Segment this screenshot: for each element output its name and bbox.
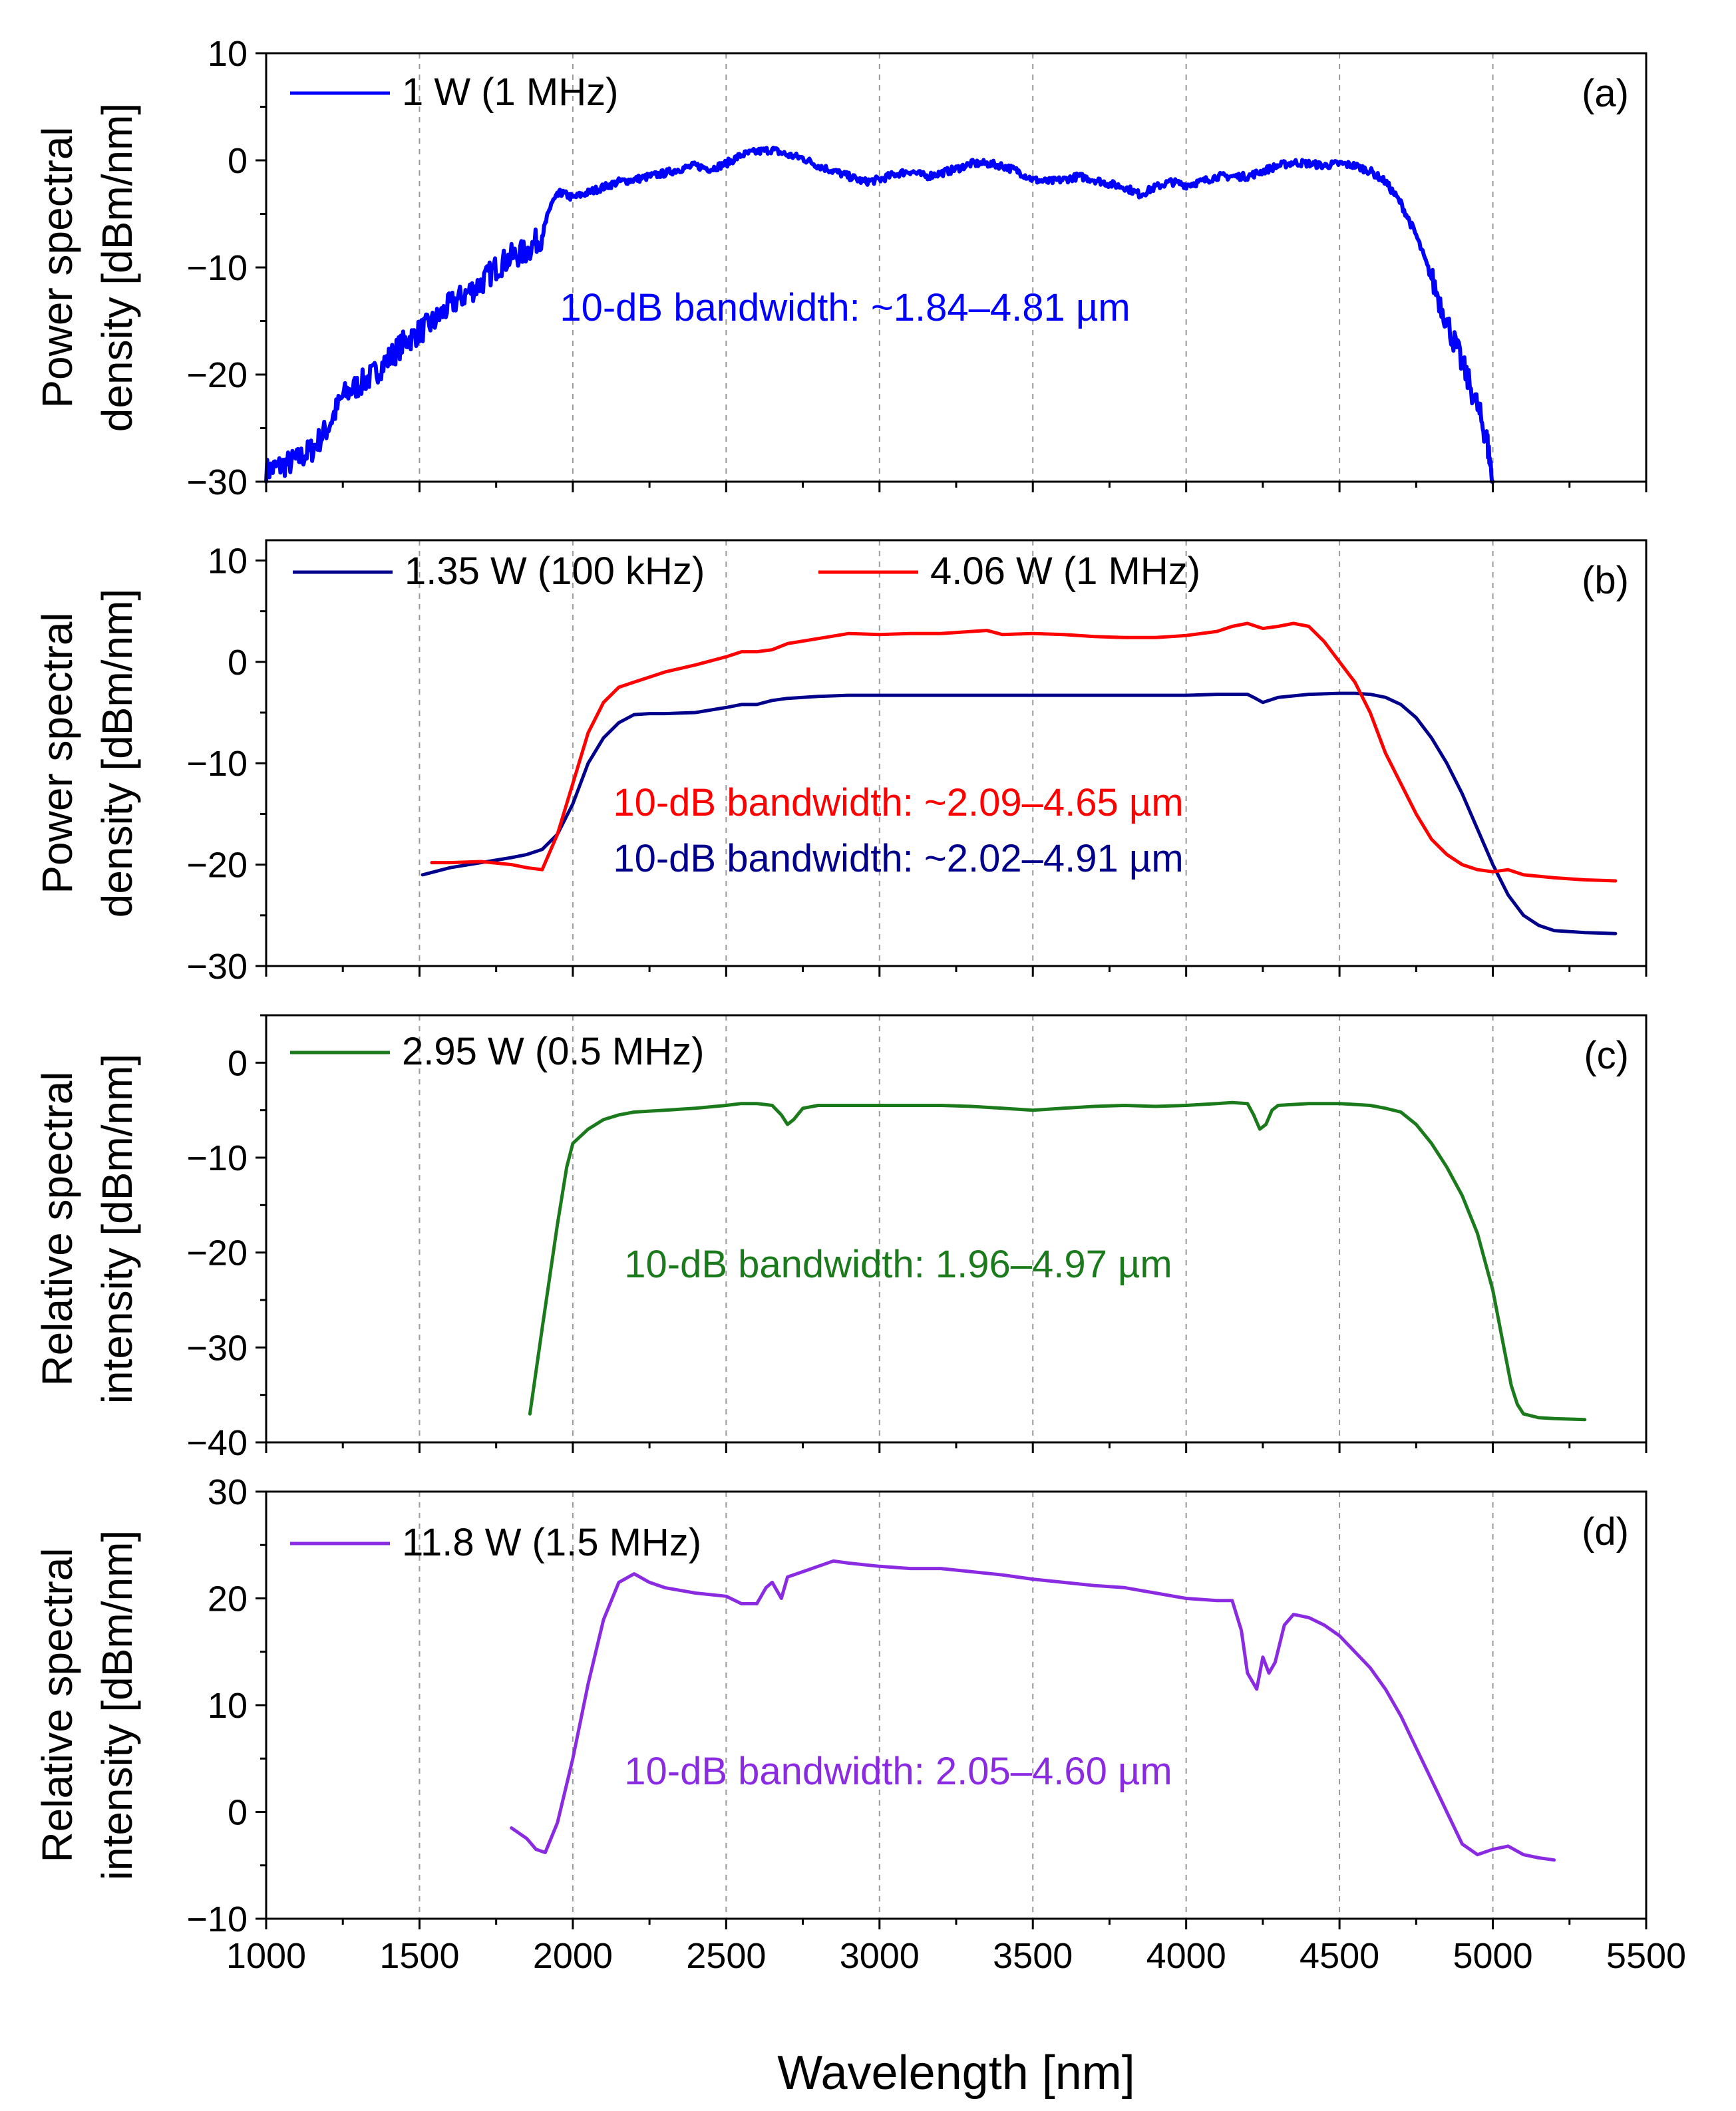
y-tick-label: −10 xyxy=(186,1899,248,1939)
y-tick-label: 0 xyxy=(228,141,248,181)
series-line xyxy=(528,1100,1587,1422)
panel-label: (b) xyxy=(1582,559,1629,602)
bandwidth-annotation: 10-dB bandwidth: ~2.09–4.65 µm xyxy=(613,781,1183,824)
legend-label: 4.06 W (1 MHz) xyxy=(930,550,1200,593)
series-line xyxy=(421,691,1618,935)
y-axis-label: intensity [dBm/nm] xyxy=(93,1530,141,1880)
y-tick-label: −10 xyxy=(186,248,248,288)
y-axis-label: Power spectral xyxy=(33,126,81,408)
bandwidth-annotation: 10-dB bandwidth: 2.05–4.60 µm xyxy=(624,1750,1172,1793)
series-line xyxy=(430,621,1618,883)
panel-label: (a) xyxy=(1582,72,1629,115)
chart-panel: 1000 1500 2000 2500 3000 3500 4000 4500 5000 5500… xyxy=(33,1472,1686,1976)
y-tick-label: −30 xyxy=(186,947,248,987)
series-line xyxy=(510,1559,1556,1862)
plot-frame xyxy=(265,1014,1648,1444)
x-tick-label: 4500 xyxy=(1300,1936,1379,1976)
x-axis-label: Wavelength [nm] xyxy=(777,2046,1135,2100)
legend-label: 11.8 W (1.5 MHz) xyxy=(402,1521,701,1564)
y-tick-label: 10 xyxy=(208,541,248,581)
chart-panel: −40 −30 −20 −10 0 Relative spectral intensity … xyxy=(33,1014,1648,1463)
y-axis-label: density [dBm/nm] xyxy=(93,103,141,432)
x-tick-label: 4000 xyxy=(1146,1936,1226,1976)
bandwidth-annotation: 10-dB bandwidth: ~2.02–4.91 µm xyxy=(613,837,1183,880)
series-line xyxy=(264,146,1495,484)
y-axis-label: density [dBm/nm] xyxy=(93,589,141,917)
y-tick-label: −20 xyxy=(186,1233,248,1273)
y-tick-label: −40 xyxy=(186,1423,248,1463)
x-tick-label: 2500 xyxy=(686,1936,766,1976)
y-tick-label: 30 xyxy=(208,1472,248,1512)
legend-label: 2.95 W (0.5 MHz) xyxy=(402,1030,704,1073)
legend-label: 1 W (1 MHz) xyxy=(402,71,618,114)
bandwidth-annotation: 10-dB bandwidth: 1.96–4.97 µm xyxy=(624,1243,1172,1286)
panel-label: (d) xyxy=(1582,1510,1629,1553)
y-tick-label: 0 xyxy=(228,1793,248,1833)
bandwidth-annotation: 10-dB bandwidth: ~1.84–4.81 µm xyxy=(560,286,1130,329)
y-tick-label: −10 xyxy=(186,744,248,784)
y-axis-label: Relative spectral xyxy=(33,1547,81,1862)
y-tick-label: −20 xyxy=(186,355,248,395)
y-tick-label: 0 xyxy=(228,1043,248,1083)
x-tick-label: 5500 xyxy=(1606,1936,1686,1976)
y-tick-label: −30 xyxy=(186,462,248,502)
chart-panel: −30 −20 −10 0 10 Power spectral density [dBm/n… xyxy=(33,539,1648,987)
y-axis-label: intensity [dBm/nm] xyxy=(93,1054,141,1404)
y-tick-label: −20 xyxy=(186,846,248,886)
y-tick-label: 10 xyxy=(208,1686,248,1726)
x-tick-label: 1500 xyxy=(379,1936,459,1976)
x-tick-label: 1000 xyxy=(226,1936,306,1976)
y-axis-label: Power spectral xyxy=(33,612,81,893)
y-tick-label: −10 xyxy=(186,1138,248,1178)
y-tick-label: 20 xyxy=(208,1579,248,1619)
panel-label: (c) xyxy=(1584,1034,1629,1077)
y-axis-label: Relative spectral xyxy=(33,1071,81,1386)
y-tick-label: −30 xyxy=(186,1328,248,1368)
x-tick-label: 2000 xyxy=(533,1936,613,1976)
plot-frame xyxy=(265,52,1648,483)
x-tick-label: 3000 xyxy=(840,1936,920,1976)
legend-label: 1.35 W (100 kHz) xyxy=(405,550,705,593)
chart-panel: −30 −20 −10 0 10 Power spectral density [dBm/n… xyxy=(33,34,1648,502)
y-tick-label: 10 xyxy=(208,34,248,74)
y-tick-label: 0 xyxy=(228,643,248,683)
x-tick-label: 5000 xyxy=(1453,1936,1532,1976)
x-tick-label: 3500 xyxy=(993,1936,1073,1976)
